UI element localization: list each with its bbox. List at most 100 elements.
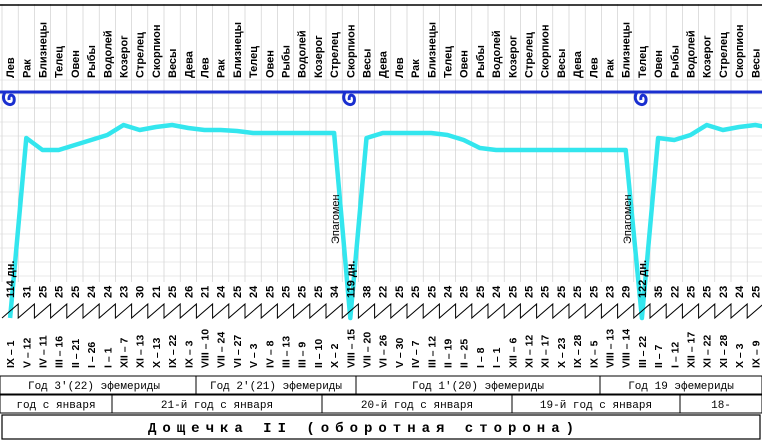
day-count-label: 119 дн. [345, 261, 357, 299]
zodiac-label: Весы [556, 49, 568, 78]
day-count-label: 25 [232, 286, 244, 298]
date-label: I – 26 [86, 342, 98, 368]
day-count-label: 25 [394, 286, 406, 298]
zodiac-label: Рыбы [669, 45, 681, 78]
zodiac-label: Скорпион [345, 24, 357, 78]
day-count-label: 21 [200, 286, 212, 298]
date-label: X – 3 [734, 343, 746, 368]
date-label: X – 2 [329, 343, 341, 368]
day-count-label: 23 [605, 286, 617, 298]
date-label: IX – 3 [183, 340, 195, 368]
date-label: III – 16 [54, 336, 66, 368]
date-label: XII – 6 [507, 337, 519, 368]
day-count-label: 25 [38, 286, 50, 298]
zodiac-label: Лев [394, 57, 406, 78]
zodiac-label: Близнецы [621, 22, 633, 78]
date-label: IX – 9 [750, 340, 762, 368]
date-label: II – 25 [459, 339, 471, 368]
zodiac-label: Скорпион [734, 24, 746, 78]
day-count-label: 22 [378, 286, 390, 298]
day-count-label: 35 [653, 286, 665, 298]
zodiac-label: Рак [410, 59, 422, 78]
date-label: IX – 28 [572, 335, 584, 368]
zodiac-label: Рыбы [475, 45, 487, 78]
date-label: II – 7 [653, 344, 665, 368]
date-label: XII – 7 [119, 337, 131, 368]
epagomen-label: Эпагомен [330, 194, 342, 244]
date-label: V – 3 [248, 343, 260, 368]
date-label: XII – 17 [686, 332, 698, 368]
day-count-label: 24 [86, 285, 98, 298]
day-count-label: 34 [329, 285, 341, 298]
zodiac-label: Водолей [491, 30, 503, 78]
zodiac-label: Весы [750, 49, 762, 78]
zodiac-label: Водолей [297, 30, 309, 78]
zodiac-label: Козерог [313, 35, 325, 78]
day-count-label: 22 [669, 286, 681, 298]
zodiac-label: Рак [605, 59, 617, 78]
day-count-label: 25 [70, 286, 82, 298]
date-label: XI – 17 [540, 335, 552, 368]
zodiac-label: Скорпион [540, 24, 552, 78]
date-label: I – 1 [102, 347, 114, 368]
serpent-head [0, 90, 762, 107]
zodiac-label: Рыбы [281, 45, 293, 78]
day-count-label: 25 [475, 286, 487, 298]
date-label: I – 12 [669, 342, 681, 368]
date-label: VIII – 10 [200, 329, 212, 368]
zodiac-label: Рак [216, 59, 228, 78]
zodiac-label: Стрелец [135, 32, 147, 78]
day-count-label: 25 [524, 286, 536, 298]
year-from-january-label: 18- [711, 400, 731, 412]
zodiac-label: Скорпион [151, 24, 163, 78]
date-label: VI – 26 [378, 335, 390, 368]
day-count-label: 24 [248, 285, 260, 298]
date-label: VII – 24 [216, 332, 228, 368]
zodiac-label: Весы [167, 49, 179, 78]
date-label: VII – 20 [362, 332, 374, 368]
zodiac-label: Близнецы [38, 22, 50, 78]
zodiac-label: Овен [653, 50, 665, 78]
date-label: III – 12 [426, 336, 438, 368]
epagomen-label: Эпагомен [622, 194, 634, 244]
day-count-label: 25 [572, 286, 584, 298]
year-from-january-label: 20-й год с января [361, 400, 473, 412]
day-count-label: 25 [556, 286, 568, 298]
zigzag-band [1, 302, 762, 320]
serpent-loop [633, 91, 648, 107]
day-count-label: 25 [702, 286, 714, 298]
day-count-label: 25 [540, 286, 552, 298]
year-from-january-label: 21-й год с января [161, 400, 273, 412]
day-count-label: 24 [491, 285, 503, 298]
day-count-label: 21 [151, 286, 163, 298]
day-count-label: 25 [426, 286, 438, 298]
date-label: II – 19 [443, 339, 455, 368]
serpent-loop [2, 91, 16, 107]
zodiac-label: Овен [459, 50, 471, 78]
day-count-label: 24 [734, 285, 746, 298]
date-label: IV – 11 [38, 335, 50, 368]
zodiac-label: Козерог [702, 35, 714, 78]
day-count-label: 23 [119, 286, 131, 298]
day-count-label: 25 [167, 286, 179, 298]
date-label: IV – 7 [410, 340, 422, 368]
zodiac-label: Телец [637, 46, 649, 78]
ephemeris-year-row: Год 3'(22) эфемериды Год 2'(21) эфемериды… [0, 375, 762, 395]
zodiac-label: Телец [54, 46, 66, 78]
date-label: XI – 12 [524, 335, 536, 368]
date-label: XI – 13 [135, 335, 147, 368]
day-count-label: 25 [281, 286, 293, 298]
zodiac-label: Козерог [507, 35, 519, 78]
zodiac-label: Стрелец [718, 32, 730, 78]
day-count-label: 25 [54, 286, 66, 298]
day-count-labels: 114 дн. 31 25 25 25 24 24 23 30 21 25 26 21 24 25 24 25 2… [5, 260, 762, 298]
zodiac-label: Козерог [119, 35, 131, 78]
serpent-body [7, 122, 762, 321]
day-count-label: 24 [102, 285, 114, 298]
day-count-label: 26 [183, 286, 195, 298]
ephemeris-year-label: Год 19 эфемериды [628, 380, 734, 393]
zodiac-label: Телец [248, 46, 260, 78]
day-count-label: 25 [264, 286, 276, 298]
day-count-label: 25 [750, 286, 762, 298]
